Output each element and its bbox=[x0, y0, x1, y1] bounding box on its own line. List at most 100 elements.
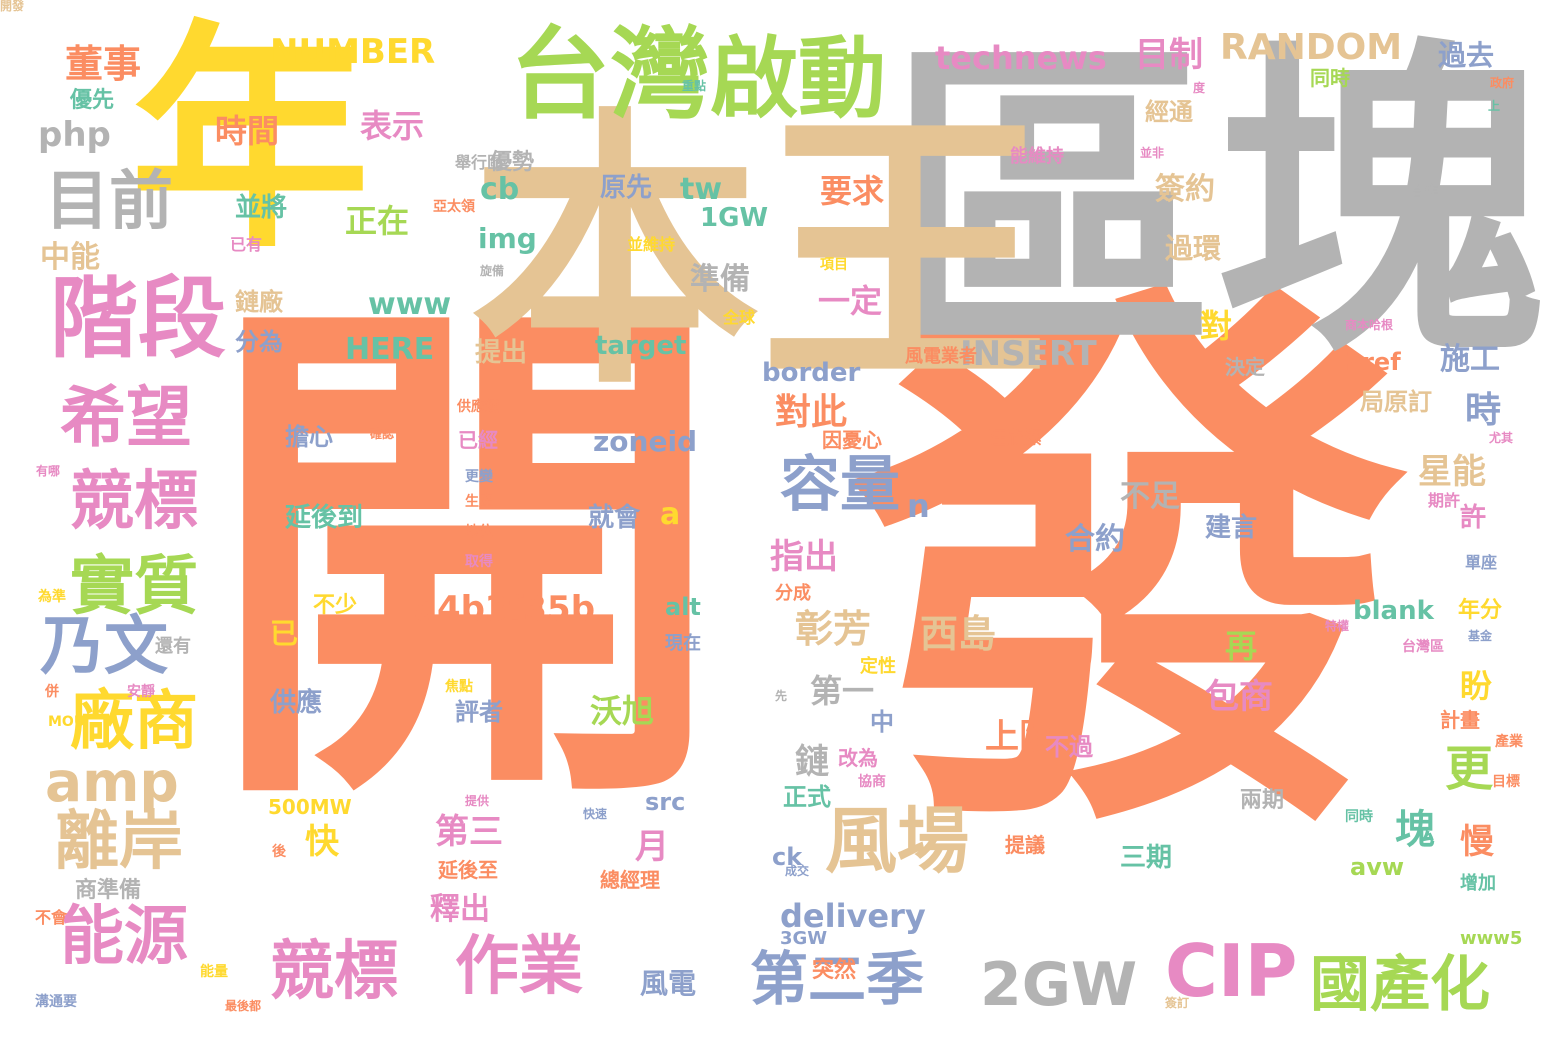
word-77: n bbox=[907, 487, 930, 525]
word-56: 提出 bbox=[475, 338, 528, 368]
word-16: 能源 bbox=[60, 900, 188, 974]
word-175: 快速 bbox=[583, 807, 608, 821]
word-131: 供應鏈 bbox=[457, 399, 499, 415]
word-93: 第一 bbox=[810, 672, 875, 710]
word-163: 基金 bbox=[1468, 629, 1493, 643]
word-132: 更變 bbox=[465, 469, 493, 485]
word-37: 原先 bbox=[600, 173, 653, 203]
word-123: 3GW bbox=[780, 928, 828, 949]
word-57: target bbox=[595, 331, 687, 361]
word-119: 總經理 bbox=[600, 868, 660, 892]
word-45: 過去 bbox=[1438, 39, 1495, 72]
word-135: 取得 bbox=[465, 554, 493, 570]
word-22: 2GW bbox=[980, 950, 1138, 1020]
word-17: 競標 bbox=[270, 935, 398, 1009]
word-29: 董事 bbox=[65, 42, 142, 86]
word-136: 定性 bbox=[860, 656, 896, 677]
word-82: 不少 bbox=[313, 593, 358, 618]
word-130: 並維持 bbox=[627, 235, 676, 254]
word-48: 正在 bbox=[345, 202, 410, 240]
word-3: 年 bbox=[130, 0, 371, 280]
word-173: 產業 bbox=[1495, 734, 1523, 750]
word-104: 正式 bbox=[783, 783, 831, 811]
word-68: 已經 bbox=[458, 428, 498, 452]
word-172: 簽訂 bbox=[1165, 996, 1190, 1010]
word-112: 500MW bbox=[268, 795, 352, 819]
word-146: 亞太領 bbox=[433, 199, 475, 215]
word-120: 增加 bbox=[1460, 873, 1496, 894]
word-20: 容量 bbox=[780, 450, 900, 520]
word-162: 合作 bbox=[1410, 184, 1438, 200]
word-44: 能維持 bbox=[1010, 146, 1064, 167]
word-54: 分為 bbox=[235, 328, 283, 356]
word-126: www5 bbox=[1460, 928, 1523, 949]
word-161: 上 bbox=[1488, 99, 1501, 113]
word-87: blank bbox=[1353, 596, 1434, 626]
word-47: 並將 bbox=[235, 193, 288, 223]
word-18: 作業 bbox=[455, 930, 583, 1004]
word-8: 目前 bbox=[45, 165, 173, 239]
word-159: MOU bbox=[48, 714, 86, 730]
word-41: 簽約 bbox=[1155, 172, 1215, 207]
word-50: www bbox=[368, 287, 452, 322]
word-164: 台灣區 bbox=[1402, 639, 1444, 655]
word-94: 供應 bbox=[270, 688, 323, 718]
word-12: 乃文 bbox=[40, 610, 168, 684]
word-155: 溝通要 bbox=[35, 994, 77, 1010]
word-73: 不足 bbox=[1120, 479, 1180, 514]
word-100: 更 bbox=[1445, 741, 1494, 797]
word-138: 現在 bbox=[665, 633, 701, 654]
word-40: 要求 bbox=[820, 172, 885, 210]
word-165: 尤其 bbox=[1489, 431, 1514, 445]
word-158: 併 bbox=[45, 684, 59, 700]
word-170: 並非 bbox=[1140, 146, 1165, 160]
word-95: 評者 bbox=[455, 698, 503, 726]
word-89: 再 bbox=[1225, 627, 1258, 665]
word-177: 特權 bbox=[1325, 619, 1350, 633]
word-78: 合約 bbox=[1065, 522, 1125, 557]
word-19: 風場 bbox=[825, 799, 970, 883]
word-118: 延後至 bbox=[438, 858, 498, 882]
word-171: 商本哈根 bbox=[1345, 318, 1394, 332]
word-27: technews bbox=[935, 39, 1107, 77]
word-141: 單座 bbox=[1465, 553, 1498, 572]
word-153: 目標 bbox=[1492, 774, 1520, 790]
word-92: 盼 bbox=[1460, 667, 1493, 705]
word-32: 中能 bbox=[40, 240, 100, 275]
word-166: 有哪 bbox=[36, 464, 61, 478]
word-117: 商準備 bbox=[75, 878, 142, 903]
word-169: 度 bbox=[1193, 81, 1206, 95]
word-62: href bbox=[1345, 348, 1401, 376]
word-63: 局原訂 bbox=[1360, 388, 1432, 416]
word-5: 台灣 bbox=[510, 16, 710, 133]
word-116: avw bbox=[1350, 853, 1405, 881]
word-70: 因憂心 bbox=[822, 428, 882, 452]
word-15: 離岸 bbox=[55, 805, 183, 879]
word-21: CIP bbox=[1165, 929, 1298, 1013]
word-103: 不過 bbox=[1045, 733, 1093, 761]
word-55: HERE bbox=[345, 332, 435, 367]
word-65: 時 bbox=[1465, 390, 1502, 431]
word-148: 協商 bbox=[858, 774, 886, 790]
word-90: 已 bbox=[270, 617, 299, 650]
word-72: 星能 bbox=[1418, 452, 1486, 492]
word-151: 同時 bbox=[1345, 809, 1373, 825]
word-109: 快 bbox=[305, 822, 339, 862]
word-25: NUMBER bbox=[270, 32, 436, 72]
word-81: 指出 bbox=[770, 537, 838, 577]
word-58: INSERT bbox=[960, 334, 1097, 374]
word-71: 汪欣潔 bbox=[988, 428, 1042, 449]
word-38: tw bbox=[680, 172, 723, 207]
word-142: 期許 bbox=[1428, 491, 1461, 510]
word-4: 本王 bbox=[470, 86, 1050, 423]
word-129: 項目 bbox=[820, 257, 848, 273]
word-144: 旋備 bbox=[480, 264, 505, 278]
word-59: 對 bbox=[1200, 307, 1233, 345]
word-133: 生產 bbox=[465, 494, 493, 510]
word-154: 能量 bbox=[200, 964, 228, 980]
word-140: 風電業者 bbox=[905, 346, 977, 367]
word-11: 實質 bbox=[70, 550, 198, 624]
word-80: 許 bbox=[1460, 503, 1487, 533]
word-76: a bbox=[660, 497, 681, 532]
